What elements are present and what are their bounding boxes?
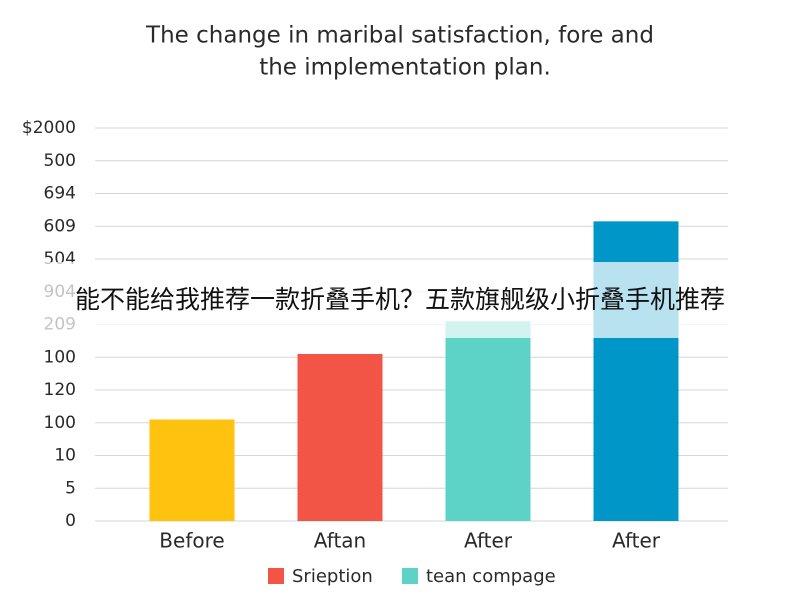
y-tick-label: 0: [65, 511, 76, 531]
y-tick-label: 100: [44, 347, 76, 367]
y-tick-label: 10: [54, 446, 76, 466]
y-tick-label: 694: [44, 184, 76, 204]
y-tick-label: $2000: [22, 118, 76, 138]
bar: [149, 419, 235, 521]
chart-title: The change in maribal satisfaction, fore…: [145, 23, 654, 49]
x-tick-label: Aftan: [314, 529, 366, 553]
y-tick-label: 5: [65, 478, 76, 498]
x-tick-label: After: [612, 529, 661, 553]
x-tick-label: Before: [159, 529, 224, 553]
overlay-banner: [0, 262, 800, 338]
y-tick-label: 120: [44, 380, 76, 400]
legend-label: tean compage: [426, 566, 556, 587]
y-tick-label: 500: [44, 151, 76, 171]
x-tick-label: After: [464, 529, 513, 553]
y-tick-label: 100: [44, 413, 76, 433]
bar: [445, 321, 531, 521]
legend-swatch: [402, 568, 418, 584]
overlay-text: 能不能给我推荐一款折叠手机？五款旗舰级小折叠手机推荐: [75, 285, 725, 314]
chart-title: the implementation plan.: [259, 55, 551, 81]
legend-swatch: [268, 568, 284, 584]
y-tick-label: 609: [44, 216, 76, 236]
bar: [297, 353, 383, 521]
legend-label: Srieption: [292, 566, 373, 587]
